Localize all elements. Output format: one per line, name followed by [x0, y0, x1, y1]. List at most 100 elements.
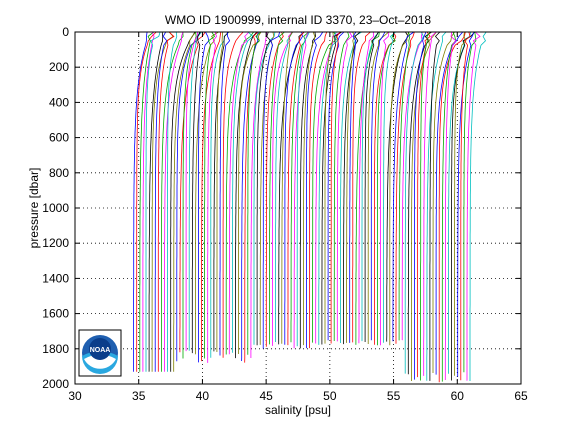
profile-line — [401, 31, 423, 341]
profile-line — [392, 31, 415, 342]
x-tick-label: 45 — [259, 389, 273, 403]
profile-line — [151, 31, 174, 372]
profile-line — [438, 31, 466, 383]
profile-line — [383, 31, 396, 343]
profile-line — [454, 31, 467, 376]
profile-line — [346, 31, 355, 343]
profile-line — [290, 31, 309, 343]
profile-line — [253, 31, 276, 345]
profile-line — [204, 31, 216, 359]
y-tick-label: 1400 — [42, 271, 69, 285]
profile-line — [339, 31, 362, 343]
profile-line — [148, 31, 164, 372]
profile-line — [272, 31, 293, 346]
x-tick-label: 35 — [132, 389, 146, 403]
profile-line — [299, 31, 317, 349]
profile-line — [432, 31, 455, 373]
profile-line — [219, 31, 231, 356]
profile-line — [210, 31, 230, 358]
profile-line — [373, 31, 397, 345]
profile-line — [228, 31, 250, 355]
profile-line — [201, 31, 222, 362]
profile-line — [306, 31, 324, 349]
profile-line — [194, 31, 219, 355]
profile-line — [417, 31, 431, 378]
profile-line — [386, 31, 409, 342]
profile-line — [404, 31, 424, 374]
y-axis: 0 200 400 600 800 1000 1200 1400 1600 1800 2000 — [42, 25, 521, 391]
profile-line — [216, 31, 224, 352]
y-tick-label: 1200 — [42, 236, 69, 250]
profile-line — [389, 31, 410, 346]
profile-line — [349, 31, 357, 343]
profile-line — [352, 31, 371, 343]
y-tick-label: 1600 — [42, 307, 69, 321]
profile-line — [154, 31, 168, 372]
x-axis-label: salinity [psu] — [265, 403, 331, 417]
profile-line — [256, 31, 272, 346]
x-tick-label: 65 — [514, 389, 528, 403]
profile-line — [324, 31, 334, 344]
profile-line — [188, 31, 202, 351]
profile-line — [139, 31, 154, 372]
profile-line — [407, 31, 432, 375]
profile-line — [358, 31, 375, 344]
profile-line — [447, 31, 472, 374]
y-axis-label: pressure [dbar] — [27, 168, 41, 249]
profile-line — [157, 31, 175, 372]
profile-line — [376, 31, 396, 346]
profile-line — [262, 31, 280, 349]
profile-line — [420, 31, 431, 381]
profile-line — [380, 31, 390, 346]
noaa-logo: NOAA — [78, 329, 122, 377]
y-tick-label: 1800 — [42, 342, 69, 356]
profile-line — [133, 31, 148, 372]
profile-line — [469, 31, 487, 381]
profile-line — [315, 31, 342, 344]
profile-line — [222, 31, 244, 358]
profile-line — [309, 31, 328, 349]
profile-line — [231, 31, 254, 353]
profile-line — [336, 31, 353, 342]
profile-line — [160, 31, 184, 372]
y-tick-label: 1000 — [42, 201, 69, 215]
profile-line — [185, 31, 198, 352]
x-tick-label: 60 — [451, 389, 465, 403]
profile-line — [318, 31, 338, 345]
profile-line — [136, 31, 157, 372]
profile-line — [395, 31, 415, 344]
profile-line — [173, 31, 197, 372]
profile-line — [164, 31, 184, 372]
profile-line — [275, 31, 293, 342]
profile-line — [327, 31, 345, 341]
profile-line — [302, 31, 316, 346]
profile-line — [451, 31, 475, 381]
profile-line — [287, 31, 305, 346]
profile-line — [333, 31, 350, 341]
profile-line — [244, 31, 259, 363]
profile-line — [364, 31, 379, 342]
x-axis: 30 35 40 45 50 55 60 65 — [68, 32, 528, 403]
profile-line — [207, 31, 217, 363]
profile-line — [296, 31, 310, 347]
profile-line — [463, 31, 477, 373]
profile-line — [343, 31, 361, 345]
x-tick-label: 50 — [323, 389, 337, 403]
profile-line — [247, 31, 261, 355]
x-tick-label: 30 — [68, 389, 82, 403]
x-tick-label: 55 — [387, 389, 401, 403]
profile-line — [284, 31, 303, 345]
profile-line — [423, 31, 437, 376]
profile-line — [370, 31, 386, 341]
profile-line — [167, 31, 178, 372]
profile-line — [250, 31, 268, 358]
profile-line — [429, 31, 441, 381]
profile-line — [321, 31, 342, 345]
chart-title: WMO ID 1900999, internal ID 3370, 23–Oct… — [165, 13, 431, 27]
y-tick-label: 2000 — [42, 377, 69, 391]
profile-line — [466, 31, 481, 381]
profile-lines — [133, 31, 487, 383]
y-tick-label: 200 — [49, 60, 69, 74]
profile-line — [142, 31, 155, 372]
